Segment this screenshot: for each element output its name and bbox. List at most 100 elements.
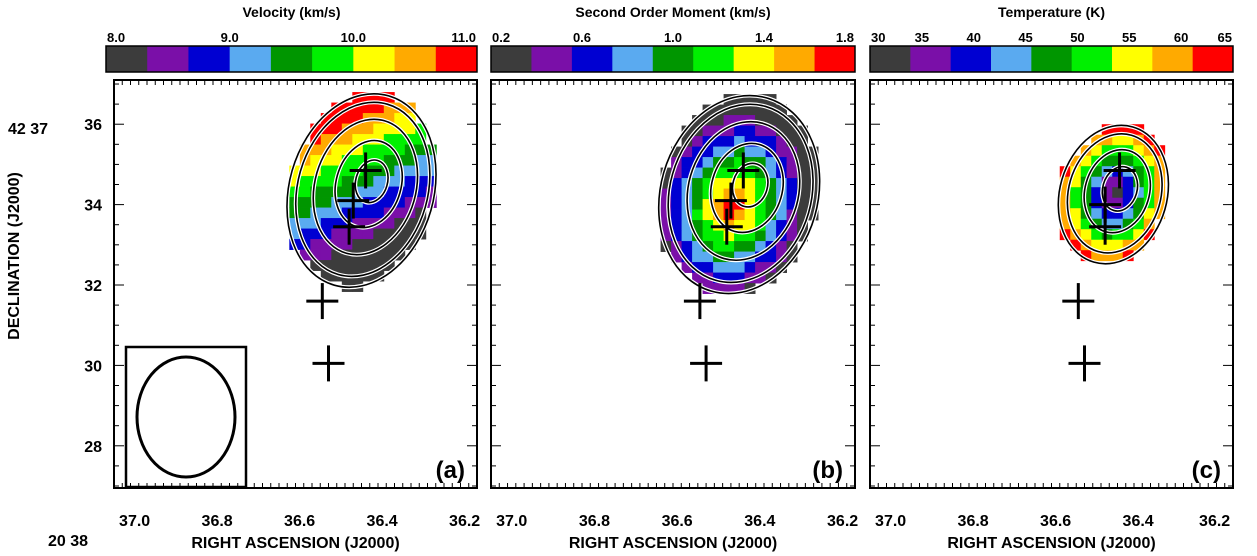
map-pixel	[713, 241, 724, 252]
map-pixel	[702, 199, 714, 210]
map-pixel	[362, 260, 374, 271]
map-pixel	[1091, 239, 1103, 251]
map-pixel	[1059, 197, 1071, 209]
map-pixel	[320, 165, 332, 177]
map-pixel	[713, 136, 724, 147]
map-pixel	[331, 123, 343, 135]
map-pixel	[713, 209, 724, 221]
map-pixel	[1091, 208, 1103, 220]
map-pixel	[734, 136, 745, 147]
map-pixel	[671, 251, 682, 263]
y-tick-label: 28	[84, 439, 102, 456]
map-pixel	[289, 218, 301, 229]
colorbar-segment	[353, 46, 396, 72]
colorbar-tick-label: 65	[1218, 30, 1232, 45]
map-pixel	[765, 125, 777, 137]
map-pixel	[1112, 250, 1124, 262]
map-pixel	[1059, 187, 1071, 199]
x-tick-label: 36.6	[284, 513, 315, 530]
map-pixel	[362, 239, 374, 250]
map-pixel	[299, 186, 311, 198]
map-pixel	[373, 102, 385, 114]
contour-line	[657, 94, 821, 295]
map-pixel	[425, 155, 437, 166]
map-pixel	[1122, 218, 1134, 230]
contour-line	[1066, 133, 1163, 254]
map-pixel	[1143, 145, 1155, 157]
map-pixel	[692, 188, 703, 200]
map-pixel	[744, 209, 756, 221]
map-pixel	[383, 165, 395, 177]
map-pixel	[394, 239, 406, 250]
map-pixel	[310, 260, 322, 271]
colorbar-segment	[774, 46, 816, 72]
map-pixel	[1101, 218, 1113, 230]
map-pixel	[415, 207, 427, 219]
map-pixel	[383, 239, 395, 250]
x-tick-label: 36.8	[202, 513, 233, 530]
map-pixel	[692, 115, 703, 126]
map-pixel	[341, 165, 353, 177]
colorbar-title: Temperature (K)	[998, 4, 1105, 20]
map-pixel	[415, 155, 427, 166]
map-pixel	[786, 230, 798, 242]
map-pixel	[310, 123, 322, 135]
map-pixel	[362, 144, 374, 156]
map-pixel	[352, 218, 364, 229]
map-pixel	[660, 230, 672, 242]
map-pixel	[1091, 187, 1103, 199]
map-pixel	[310, 144, 322, 156]
map-pixel	[734, 157, 745, 168]
colorbar-frame	[105, 45, 478, 73]
map-pixel	[723, 209, 735, 221]
map-pixel	[765, 199, 777, 210]
map-pixel	[373, 92, 385, 103]
map-pixel	[1091, 250, 1103, 262]
map-pixel	[681, 230, 693, 242]
x-tick-label: 36.2	[449, 513, 480, 530]
map-pixel	[1091, 176, 1103, 188]
map-pixel	[299, 207, 311, 219]
map-pixel	[373, 228, 385, 240]
colorbar-segment	[531, 46, 573, 72]
colorbar-segment	[312, 46, 354, 72]
map-pixel	[1101, 124, 1113, 136]
map-pixel	[373, 144, 385, 156]
map-pixel	[681, 241, 693, 252]
map-pixel	[1122, 187, 1134, 199]
colorbar-segment	[571, 46, 613, 72]
map-pixel	[352, 144, 364, 156]
map-pixel	[734, 209, 745, 221]
map-pixel	[755, 146, 766, 158]
map-pixel	[373, 207, 385, 219]
map-pixel	[1101, 250, 1113, 262]
colorbar-segment	[652, 46, 694, 72]
map-pixel	[734, 125, 745, 137]
map-pixel	[320, 249, 332, 261]
beam-box	[124, 345, 248, 489]
map-pixel	[744, 167, 756, 179]
map-pixel	[352, 102, 364, 114]
x-tick-label: 36.4	[367, 513, 398, 530]
map-pixel	[744, 262, 756, 273]
map-pixel	[320, 134, 332, 145]
map-pixel	[320, 123, 332, 135]
colorbar-segment	[693, 46, 735, 72]
panel-label: (a)	[436, 457, 465, 484]
map-pixel	[765, 251, 777, 263]
colorbar-segment	[188, 46, 231, 72]
map-pixel	[671, 199, 682, 210]
map-pixel	[807, 146, 819, 158]
map-pixel	[299, 249, 311, 261]
map-pixel	[692, 178, 703, 189]
map-pixel	[765, 220, 777, 231]
map-pixel	[797, 167, 808, 179]
map-pixel	[331, 144, 343, 156]
map-pixel	[1101, 187, 1113, 199]
y-tick-label: 36	[84, 117, 102, 134]
colorbar-tick-label: 50	[1070, 30, 1084, 45]
map-pixel	[310, 249, 322, 261]
map-pixel	[734, 241, 745, 252]
map-pixel	[755, 199, 766, 210]
beam-ellipse	[135, 355, 237, 479]
